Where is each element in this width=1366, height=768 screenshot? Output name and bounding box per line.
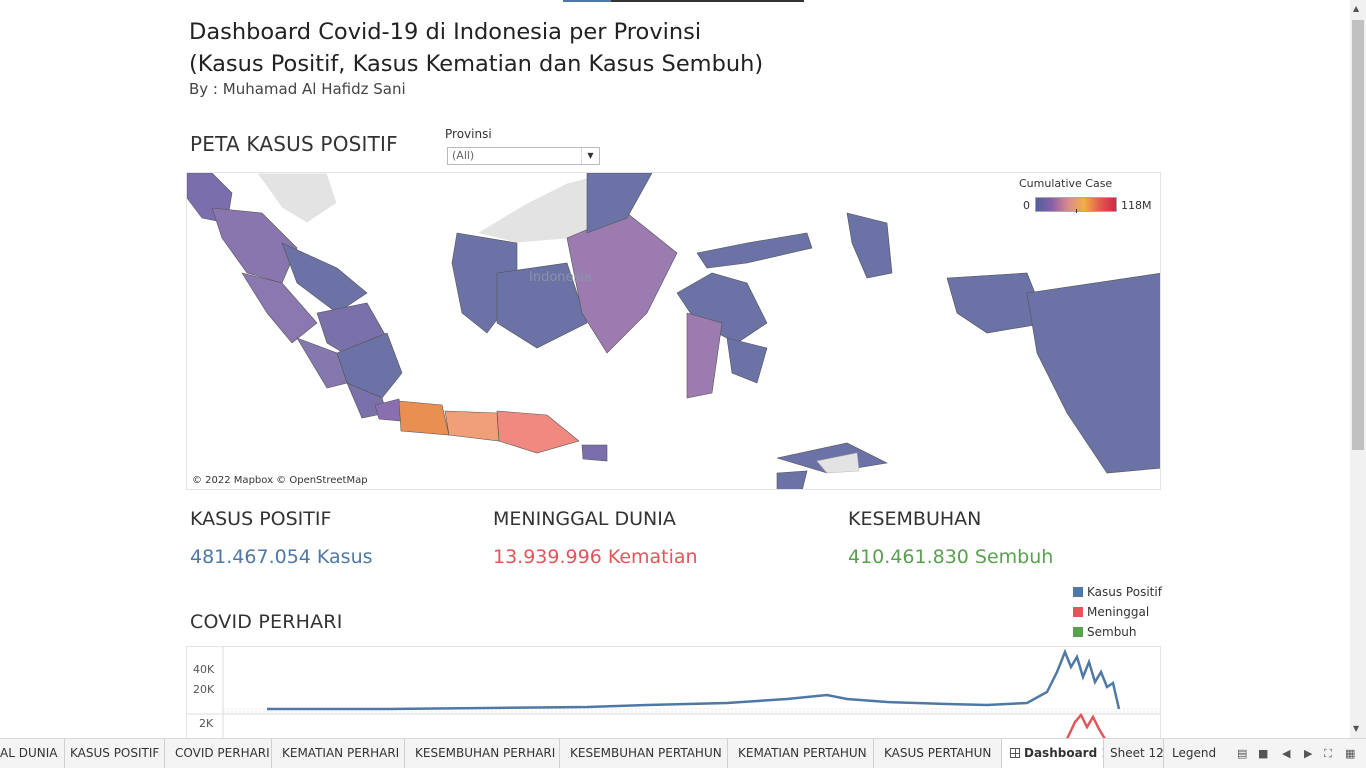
province-filter-dropdown[interactable]: (All) ▼	[447, 147, 600, 165]
map-legend-title: Cumulative Case	[1019, 177, 1113, 190]
tab-label: AL DUNIA	[0, 746, 58, 760]
dashboard-title: Dashboard Covid-19 di Indonesia per Prov…	[189, 16, 763, 80]
map-credit[interactable]: © 2022 Mapbox © OpenStreetMap	[192, 475, 368, 486]
tab-label: KESEMBUHAN PERTAHUN	[570, 746, 722, 760]
tab-label: Legend	[1172, 746, 1217, 760]
list-view-icon[interactable]: ▤	[1237, 747, 1248, 760]
province-north-kalimantan	[586, 173, 653, 234]
tab-covid-perhari[interactable]: COVID PERHARI	[165, 739, 272, 768]
land-malaysia-peninsula	[256, 173, 338, 224]
series-death-line	[1066, 712, 1106, 738]
province-riau	[281, 242, 368, 314]
map-heading: PETA KASUS POSITIF	[190, 132, 398, 156]
fullscreen-icon[interactable]: ⛶	[1324, 747, 1332, 760]
tab-kesembuhan-pertahun[interactable]: KESEMBUHAN PERTAHUN	[560, 739, 728, 768]
province-filter-value: (All)	[452, 149, 475, 162]
tab-label: Dashboard 1	[1024, 746, 1104, 760]
tab-kematian-perhari[interactable]: KEMATIAN PERHARI	[272, 739, 405, 768]
province-maluku	[846, 212, 893, 279]
province-southeast-sulawesi	[726, 337, 768, 384]
province-bengkulu	[296, 337, 348, 389]
tab-label: KASUS POSITIF	[70, 746, 160, 760]
daily-chart-canvas: 40K 20K 2K	[187, 647, 1160, 738]
kpi-recovered-label: KESEMBUHAN	[848, 508, 982, 530]
tab-dashboard-1[interactable]: Dashboard 1	[1002, 739, 1104, 768]
dashboard-icon	[1010, 748, 1020, 758]
byline: By : Muhamad Al Hafidz Sani	[189, 80, 406, 98]
tab-sheet-12[interactable]: Sheet 12	[1104, 739, 1164, 768]
tab-label: KASUS PERTAHUN	[884, 746, 992, 760]
legend-item-positive[interactable]: Kasus Positif	[1073, 585, 1162, 599]
grid-view-icon[interactable]: ■	[1258, 747, 1269, 760]
map-canvas	[187, 173, 1160, 489]
province-south-sulawesi	[686, 312, 723, 399]
scroll-down-icon[interactable]: ▼	[1353, 724, 1360, 733]
tab-label: Sheet 12	[1110, 746, 1164, 760]
tab-kematian-pertahun[interactable]: KEMATIAN PERTAHUN	[728, 739, 874, 768]
y-tick-20k: 20K	[193, 683, 215, 696]
country-label: Indonesia	[529, 270, 592, 285]
province-filter-label: Provinsi	[445, 127, 492, 141]
tab-label: KESEMBUHAN PERHARI	[415, 746, 556, 760]
filmstrip-icon[interactable]: ▦	[1345, 747, 1356, 760]
map-legend-max: 118M	[1121, 199, 1152, 212]
province-papua	[1026, 272, 1160, 474]
chart-heading: COVID PERHARI	[190, 611, 343, 633]
tab-kasus-positif[interactable]: KASUS POSITIF	[65, 739, 165, 768]
sheet-tab-bar: AL DUNIA KASUS POSITIF COVID PERHARI KEM…	[0, 738, 1366, 768]
tab-label: KEMATIAN PERTAHUN	[738, 746, 867, 760]
land-timor-leste	[816, 452, 860, 474]
legend-swatch-positive	[1073, 587, 1083, 597]
y-tick-40k: 40K	[193, 663, 215, 676]
series-positive-line	[267, 648, 1121, 711]
island-small-south	[776, 470, 808, 489]
province-west-sumatra	[241, 272, 318, 344]
kpi-death-value: 13.939.996 Kematian	[493, 546, 698, 568]
top-progress-bar-fill	[563, 0, 611, 2]
dropdown-arrow-icon[interactable]: ▼	[581, 148, 599, 164]
province-central-java	[444, 410, 500, 442]
kpi-recovered-value: 410.461.830 Sembuh	[848, 546, 1054, 568]
prev-page-icon[interactable]: ◀	[1282, 747, 1291, 760]
legend-swatch-death	[1073, 607, 1083, 617]
legend-item-recovered[interactable]: Sembuh	[1073, 625, 1137, 639]
top-progress-bar	[563, 0, 804, 2]
indonesia-choropleth-map[interactable]: Indonesia Cumulative Case 0 118M © 2022 …	[186, 172, 1161, 490]
map-legend-tick	[1076, 209, 1077, 213]
tab-kesembuhan-perhari[interactable]: KESEMBUHAN PERHARI	[405, 739, 560, 768]
kpi-positive-label: KASUS POSITIF	[190, 508, 332, 530]
kpi-positive-value: 481.467.054 Kasus	[190, 546, 373, 568]
legend-item-death[interactable]: Meninggal	[1073, 605, 1149, 619]
next-page-icon[interactable]: ▶	[1304, 747, 1313, 760]
vertical-scrollbar[interactable]: ▲ ▼	[1350, 0, 1366, 738]
province-west-java	[398, 400, 450, 436]
tab-kasus-pertahun[interactable]: KASUS PERTAHUN	[874, 739, 1002, 768]
title-line-2: (Kasus Positif, Kasus Kematian dan Kasus…	[189, 51, 764, 77]
scroll-up-icon[interactable]: ▲	[1353, 4, 1360, 13]
province-east-java	[496, 410, 580, 454]
tab-label: KEMATIAN PERHARI	[282, 746, 400, 760]
legend-label-recovered: Sembuh	[1087, 625, 1137, 639]
scrollbar-thumb[interactable]	[1352, 20, 1364, 450]
kpi-death-label: MENINGGAL DUNIA	[493, 508, 676, 530]
province-papua-barat	[946, 272, 1048, 334]
y-tick-2k: 2K	[199, 717, 214, 730]
daily-covid-chart[interactable]: 40K 20K 2K	[186, 646, 1161, 738]
tab-legend[interactable]: Legend	[1164, 739, 1224, 768]
province-north-sulawesi	[696, 232, 813, 269]
legend-label-death: Meninggal	[1087, 605, 1150, 619]
tab-label: COVID PERHARI	[175, 746, 270, 760]
map-legend-min: 0	[1023, 199, 1030, 212]
title-line-1: Dashboard Covid-19 di Indonesia per Prov…	[189, 19, 702, 45]
tab-al-dunia[interactable]: AL DUNIA	[0, 739, 65, 768]
legend-label-positive: Kasus Positif	[1087, 585, 1162, 599]
province-central-kalimantan	[496, 262, 588, 349]
province-bali	[581, 444, 608, 462]
legend-swatch-recovered	[1073, 627, 1083, 637]
